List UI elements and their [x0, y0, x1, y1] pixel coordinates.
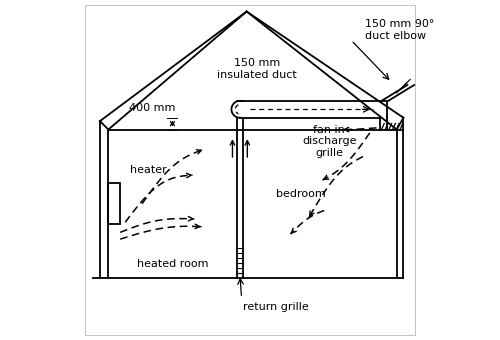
Text: heated room: heated room [136, 259, 208, 269]
Bar [108, 184, 120, 224]
Text: return grille: return grille [244, 302, 309, 311]
Text: heater: heater [130, 165, 167, 175]
Text: 150 mm 90°
duct elbow: 150 mm 90° duct elbow [364, 19, 434, 41]
Text: 150 mm
insulated duct: 150 mm insulated duct [217, 58, 296, 80]
Text: 400 mm: 400 mm [130, 103, 176, 113]
Text: fan in
discharge
grille: fan in discharge grille [302, 125, 356, 158]
Text: bedroom: bedroom [276, 189, 326, 199]
